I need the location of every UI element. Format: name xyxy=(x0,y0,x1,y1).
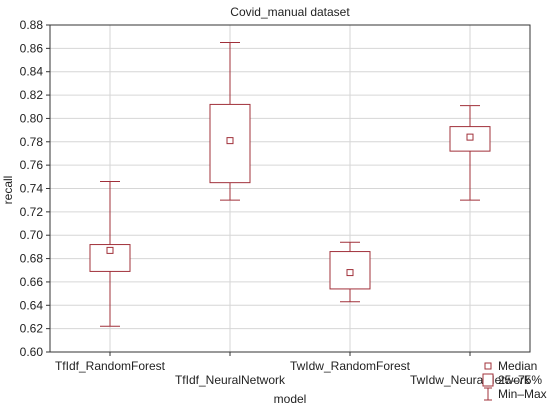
median-marker xyxy=(106,246,114,254)
y-tick-label: 0.74 xyxy=(20,182,44,196)
x-tick-label: TwIdw_NeuralNetwork xyxy=(410,373,531,387)
y-tick-label: 0.68 xyxy=(20,252,44,266)
y-axis-label: recall xyxy=(1,176,15,205)
y-tick-label: 0.88 xyxy=(20,18,44,32)
y-tick-label: 0.72 xyxy=(20,205,44,219)
chart-title: Covid_manual dataset xyxy=(230,5,350,19)
box-4 xyxy=(449,105,491,201)
y-tick-label: 0.66 xyxy=(20,275,44,289)
grid-lines xyxy=(50,25,530,352)
box-3 xyxy=(329,241,371,303)
y-tick-label: 0.86 xyxy=(20,41,44,55)
legend-label: Min–Max xyxy=(498,387,547,401)
y-tick-label: 0.76 xyxy=(20,158,44,172)
y-axis: 0.60 0.62 0.64 0.66 0.68 0.70 0.72 0.74 0.76 0.78… xyxy=(20,18,50,359)
x-tick-label: TwIdw_RandomForest xyxy=(290,359,411,373)
legend-label: Median xyxy=(498,359,537,373)
x-axis: TfIdf_RandomForest TfIdf_NeuralNetwork TwI… xyxy=(55,352,531,387)
x-tick-label: TfIdf_NeuralNetwork xyxy=(175,373,286,387)
plot-frame xyxy=(49,24,531,353)
y-tick-label: 0.80 xyxy=(20,111,44,125)
y-tick-label: 0.84 xyxy=(20,65,44,79)
median-marker xyxy=(346,269,354,277)
legend-whisker xyxy=(484,387,492,401)
box-2 xyxy=(209,42,251,201)
legend-box xyxy=(482,373,494,387)
x-tick-label: TfIdf_RandomForest xyxy=(55,359,166,373)
y-tick-label: 0.82 xyxy=(20,88,44,102)
y-tick-label: 0.78 xyxy=(20,135,44,149)
y-tick-label: 0.64 xyxy=(20,298,44,312)
y-tick-label: 0.62 xyxy=(20,322,44,336)
boxes xyxy=(89,42,491,327)
y-tick-label: 0.70 xyxy=(20,228,44,242)
median-marker xyxy=(226,137,234,145)
legend-median-marker xyxy=(484,362,492,370)
y-tick-label: 0.60 xyxy=(20,345,44,359)
box-1 xyxy=(89,180,131,327)
median-marker xyxy=(466,133,474,141)
legend-label: 25–75% xyxy=(498,373,542,387)
x-axis-label: model xyxy=(274,392,307,406)
